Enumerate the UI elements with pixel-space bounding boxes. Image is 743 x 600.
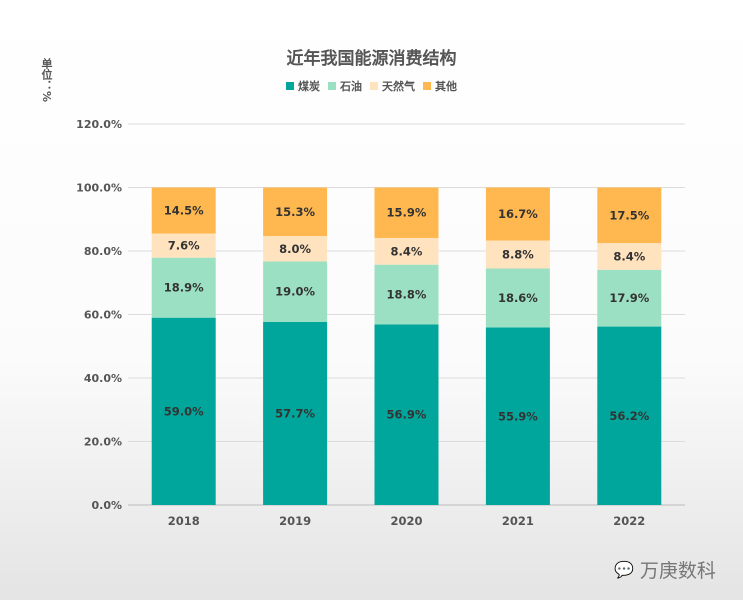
y-tick-label: 120.0% [76,118,122,131]
legend-item: 石油 [328,78,362,94]
bar-segment [597,269,662,327]
watermark: 💬 万庚数科 [614,556,716,583]
y-tick-label: 40.0% [84,372,122,385]
bar-segment [374,324,439,505]
data-label: 15.9% [387,206,427,220]
bar-segment [485,187,550,241]
data-label: 17.9% [609,291,649,305]
watermark-text: 万庚数科 [639,560,716,582]
y-tick-label: 20.0% [84,436,122,449]
legend-label: 石油 [340,80,362,93]
bar-segment [597,243,662,270]
data-label: 7.6% [168,239,200,253]
bar-segment [151,187,216,234]
legend-swatch [423,82,431,90]
bar-segment [485,268,550,328]
bar-segment [263,321,328,505]
legend: 煤炭 石油 天然气 其他 [0,78,743,94]
bar-segment [151,317,216,505]
x-tick-label: 2021 [502,514,534,528]
x-tick-label: 2018 [168,514,200,528]
data-label: 8.0% [279,242,311,256]
legend-swatch [328,82,336,90]
bar-segment [597,187,662,244]
legend-label: 天然气 [382,80,415,93]
bar-segment [151,257,216,318]
legend-item: 其他 [423,78,457,94]
chart-title: 近年我国能源消费结构 [286,49,457,69]
data-label: 55.9% [498,409,538,423]
x-tick-label: 2019 [279,514,311,528]
y-tick-label: 80.0% [84,245,122,258]
legend-label: 其他 [435,80,457,93]
data-label: 18.9% [164,281,204,295]
y-tick-label: 100.0% [76,182,122,195]
bar-segment [263,261,328,322]
bar-segment [263,187,328,237]
bar-segment [485,327,550,505]
data-label: 14.5% [164,204,204,218]
x-tick-label: 2022 [613,514,645,528]
y-tick-label: 0.0% [91,499,122,512]
data-label: 16.7% [498,207,538,221]
data-label: 18.6% [498,291,538,305]
data-label: 15.3% [275,205,315,219]
data-label: 8.8% [502,247,534,261]
bar-segment [374,264,439,325]
data-label: 8.4% [391,244,423,258]
legend-label: 煤炭 [298,80,320,93]
data-label: 57.7% [275,406,315,420]
data-label: 18.8% [387,287,427,301]
legend-swatch [370,82,378,90]
bar-segment [151,233,216,258]
y-axis-label: 单位：% [40,58,53,103]
legend-item: 煤炭 [286,78,320,94]
x-tick-label: 2020 [390,514,422,528]
data-label: 8.4% [613,249,645,263]
bar-segment [485,240,550,269]
bar-segment [374,187,439,238]
data-label: 17.5% [609,208,649,222]
data-label: 56.2% [609,409,649,423]
data-label: 59.0% [164,404,204,418]
bar-segment [263,236,328,262]
data-label: 19.0% [275,285,315,299]
y-tick-label: 60.0% [84,309,122,322]
bar-segment [374,237,439,265]
bar-segment [597,326,662,505]
legend-item: 天然气 [370,78,415,94]
legend-swatch [286,82,294,90]
data-label: 56.9% [387,408,427,422]
wechat-icon: 💬 [614,560,634,579]
